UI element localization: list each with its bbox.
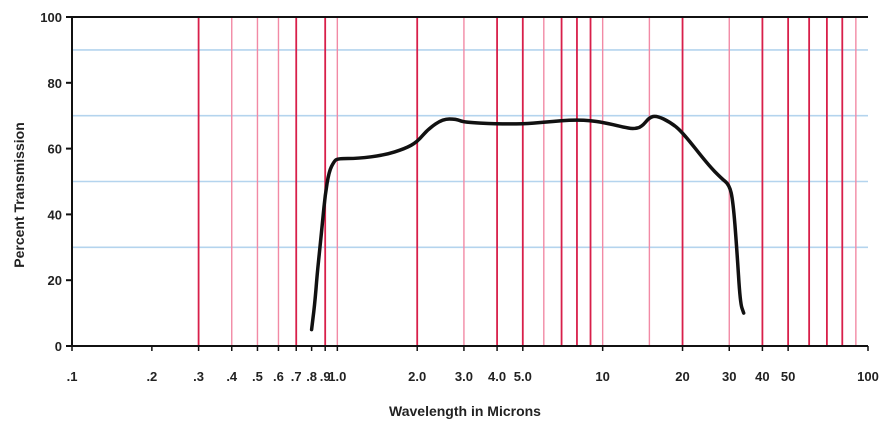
x-tick-label: 3.0 xyxy=(455,369,473,384)
x-tick-label: .6 xyxy=(273,369,284,384)
x-tick-label: .9 xyxy=(320,369,331,384)
x-tick-label: 20 xyxy=(675,369,689,384)
x-tick-label: 40 xyxy=(755,369,769,384)
x-tick-label: 2.0 xyxy=(408,369,426,384)
x-tick-label: .7 xyxy=(291,369,302,384)
y-axis-title: Percent Transmission xyxy=(11,122,27,268)
x-tick-label: .3 xyxy=(193,369,204,384)
x-tick-label: 100 xyxy=(857,369,879,384)
y-tick-label: 80 xyxy=(48,76,62,91)
y-tick-label: 60 xyxy=(48,142,62,157)
x-tick-label: 50 xyxy=(781,369,795,384)
x-tick-label: 30 xyxy=(722,369,736,384)
x-tick-label: 1.0 xyxy=(328,369,346,384)
y-tick-label: 0 xyxy=(55,339,62,354)
curve-layer xyxy=(309,114,746,332)
label-layer: 0 20 40 60 80 100 .1 .2 .3 .4 .5 .6 .7 .8.91.0 2.0 3.0 4… xyxy=(40,10,879,384)
x-tick-label: .2 xyxy=(146,369,157,384)
x-tick-label: .1 xyxy=(67,369,78,384)
x-tick-label: 10 xyxy=(595,369,609,384)
transmission-curve xyxy=(309,114,746,332)
x-tick-label: .5 xyxy=(252,369,263,384)
x-axis-title: Wavelength in Microns xyxy=(389,403,541,419)
y-tick-label: 20 xyxy=(48,273,62,288)
x-tick-label: 5.0 xyxy=(514,369,532,384)
x-tick-label: .8 xyxy=(306,369,317,384)
x-tick-label: 4.0 xyxy=(488,369,506,384)
y-tick-label: 40 xyxy=(48,207,62,222)
axis-layer xyxy=(66,16,869,351)
x-tick-label: .4 xyxy=(226,369,238,384)
grid-layer xyxy=(72,17,868,346)
y-tick-label: 100 xyxy=(40,10,62,25)
